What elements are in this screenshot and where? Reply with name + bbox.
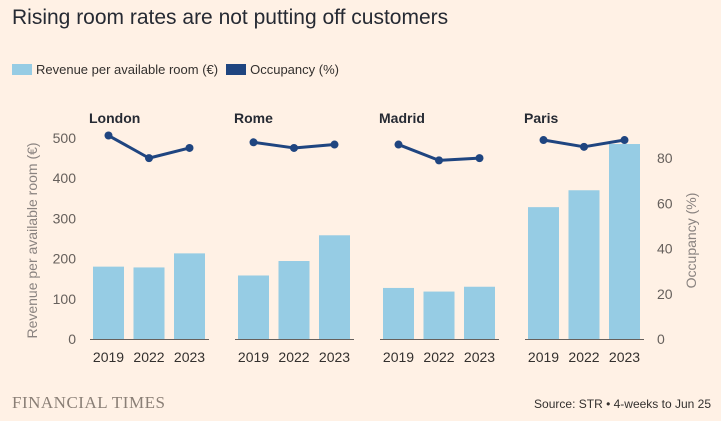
x-tick-label: 2023 bbox=[609, 349, 640, 365]
x-tick-label: 2022 bbox=[568, 349, 599, 365]
x-tick-label: 2019 bbox=[238, 349, 269, 365]
occupancy-point-rome-2023 bbox=[330, 140, 339, 149]
right-axis-title: Occupancy (%) bbox=[683, 193, 699, 289]
revpar-bar-madrid-2019 bbox=[383, 287, 414, 339]
panel-title-london: London bbox=[89, 110, 140, 126]
left-tick-label: 400 bbox=[53, 170, 77, 186]
x-tick-label: 2019 bbox=[528, 349, 559, 365]
revpar-bar-london-2023 bbox=[174, 253, 205, 339]
occupancy-point-madrid-2023 bbox=[475, 154, 484, 163]
occupancy-point-paris-2019 bbox=[539, 136, 548, 145]
occupancy-point-madrid-2019 bbox=[394, 140, 403, 149]
revpar-bar-paris-2023 bbox=[609, 144, 640, 339]
revpar-bar-rome-2022 bbox=[278, 261, 310, 339]
x-tick-label: 2023 bbox=[174, 349, 205, 365]
left-axis-title: Revenue per available room (€) bbox=[24, 142, 40, 338]
legend-label-occupancy: Occupancy (%) bbox=[250, 62, 339, 77]
right-tick-label: 20 bbox=[657, 286, 673, 302]
x-tick-label: 2022 bbox=[133, 349, 164, 365]
occupancy-point-london-2023 bbox=[185, 143, 194, 152]
right-tick-label: 60 bbox=[657, 195, 673, 211]
legend-label-revpar: Revenue per available room (€) bbox=[36, 62, 219, 77]
right-tick-label: 80 bbox=[657, 150, 673, 166]
occupancy-point-paris-2022 bbox=[580, 142, 588, 151]
occupancy-point-madrid-2022 bbox=[435, 156, 443, 165]
left-tick-label: 0 bbox=[68, 331, 76, 347]
legend: Revenue per available room (€) Occupancy… bbox=[12, 62, 347, 77]
left-tick-label: 500 bbox=[53, 130, 77, 146]
left-tick-label: 100 bbox=[53, 291, 77, 307]
source-note: Source: STR • 4-weeks to Jun 25 bbox=[534, 397, 711, 411]
panel-title-paris: Paris bbox=[524, 110, 558, 126]
occupancy-point-rome-2019 bbox=[249, 138, 258, 147]
x-tick-label: 2019 bbox=[383, 349, 414, 365]
revpar-bar-madrid-2022 bbox=[423, 291, 455, 339]
right-tick-label: 40 bbox=[657, 241, 673, 257]
ft-logo: FINANCIAL TIMES bbox=[12, 393, 166, 412]
occupancy-point-rome-2022 bbox=[290, 143, 298, 152]
x-tick-label: 2023 bbox=[319, 349, 350, 365]
occupancy-point-london-2019 bbox=[104, 131, 113, 140]
panel-title-rome: Rome bbox=[234, 110, 273, 126]
revpar-bar-madrid-2023 bbox=[464, 286, 495, 339]
revpar-bar-paris-2022 bbox=[568, 190, 600, 339]
legend-item-revpar: Revenue per available room (€) bbox=[12, 62, 218, 77]
x-tick-label: 2022 bbox=[278, 349, 309, 365]
panel-title-madrid: Madrid bbox=[379, 110, 425, 126]
revpar-bar-rome-2019 bbox=[238, 275, 269, 339]
revpar-bar-rome-2023 bbox=[319, 235, 350, 339]
legend-swatch-revpar bbox=[12, 64, 32, 75]
legend-item-occupancy: Occupancy (%) bbox=[226, 62, 339, 77]
right-tick-label: 0 bbox=[657, 331, 665, 347]
occupancy-point-paris-2023 bbox=[620, 136, 629, 145]
legend-swatch-occupancy bbox=[226, 64, 247, 75]
left-tick-label: 300 bbox=[53, 210, 77, 226]
chart-title: Rising room rates are not putting off cu… bbox=[12, 6, 449, 29]
occupancy-point-london-2022 bbox=[145, 154, 153, 163]
x-tick-label: 2019 bbox=[93, 349, 124, 365]
revpar-bar-london-2022 bbox=[133, 267, 165, 339]
x-tick-label: 2022 bbox=[423, 349, 454, 365]
left-tick-label: 200 bbox=[53, 251, 77, 267]
revpar-bar-paris-2019 bbox=[528, 207, 559, 339]
x-tick-label: 2023 bbox=[464, 349, 495, 365]
revpar-bar-london-2019 bbox=[93, 266, 124, 339]
